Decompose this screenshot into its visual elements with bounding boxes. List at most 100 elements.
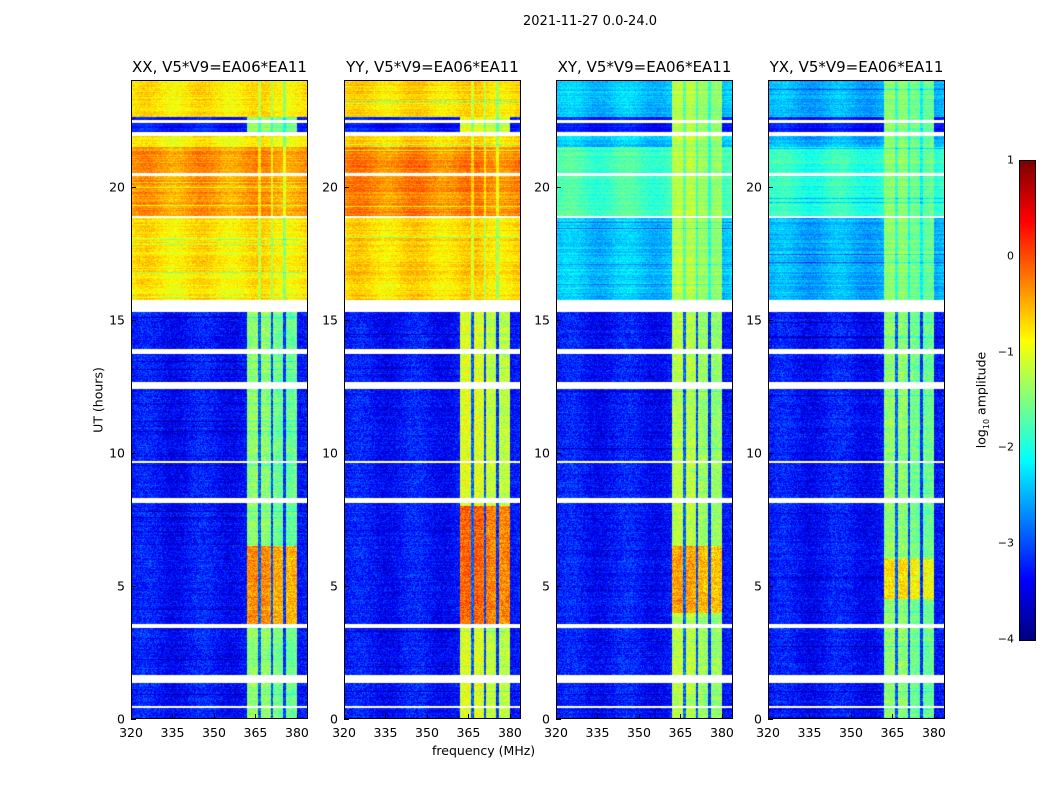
axes-frame <box>768 80 945 719</box>
x-tick-label: 320 <box>544 725 568 740</box>
panel-title: YX, V5*V9=EA06*EA11 <box>769 58 944 76</box>
y-tick-mark <box>131 719 136 720</box>
heatmap-2 <box>556 80 733 719</box>
x-tick-mark <box>344 714 345 719</box>
heatmap-3 <box>768 80 945 719</box>
x-tick-label: 380 <box>285 725 309 740</box>
panel-1: YY, V5*V9=EA06*EA11 320 335 350 365 380 0 5 10 15… <box>322 58 522 740</box>
axes-frame <box>131 80 308 719</box>
colorbar-label-subscript: 10 <box>981 418 991 430</box>
x-tick-label: 365 <box>456 725 481 740</box>
y-tick-mark <box>344 452 349 454</box>
y-tick-mark <box>131 319 136 321</box>
y-tick-label: 5 <box>754 578 762 594</box>
x-tick-label: 350 <box>839 725 863 740</box>
y-tick-label: 20 <box>746 179 762 194</box>
y-tick-label: 15 <box>322 312 338 328</box>
y-tick-mark <box>131 186 136 188</box>
y-tick-label: 10 <box>534 445 550 461</box>
axes-frame <box>556 80 733 719</box>
x-tick-mark <box>597 714 599 719</box>
panel-title: YY, V5*V9=EA06*EA11 <box>346 58 519 76</box>
heatmap-0 <box>131 80 308 719</box>
colorbar-tick-label: −2 <box>997 440 1014 454</box>
figure-title: 2021-11-27 0.0-24.0 <box>523 14 657 29</box>
x-tick-label: 380 <box>498 725 522 740</box>
y-tick-label: 10 <box>746 445 762 461</box>
y-tick-mark <box>556 719 561 720</box>
y-tick-mark <box>131 452 136 454</box>
x-axis-label: frequency (MHz) <box>432 743 536 758</box>
x-tick-mark <box>385 714 387 719</box>
panel-2: XY, V5*V9=EA06*EA11 320 335 350 365 380 0 5 10 15… <box>534 58 734 740</box>
x-tick-mark <box>768 714 769 719</box>
axes-frame <box>344 80 521 719</box>
heatmap-1 <box>344 80 521 719</box>
y-tick-mark <box>344 585 349 587</box>
x-tick-mark <box>556 714 557 719</box>
y-tick-label: 20 <box>109 179 125 194</box>
x-tick-label: 365 <box>880 725 905 740</box>
colorbar-tick-label: −1 <box>997 345 1014 359</box>
y-tick-mark <box>556 585 561 587</box>
x-tick-label: 350 <box>415 725 439 740</box>
y-tick-label: 5 <box>117 578 125 594</box>
x-tick-label: 335 <box>585 725 610 740</box>
x-tick-label: 350 <box>202 725 226 740</box>
y-tick-label: 0 <box>542 711 550 727</box>
x-tick-label: 350 <box>627 725 651 740</box>
x-tick-mark <box>933 714 935 719</box>
colorbar-tick-label: 1 <box>1007 153 1014 167</box>
x-tick-mark <box>172 714 174 719</box>
panel-3: YX, V5*V9=EA06*EA11 320 335 350 365 380 0 5 10 15… <box>746 58 946 740</box>
x-tick-label: 320 <box>119 725 143 740</box>
y-tick-mark <box>768 452 773 454</box>
y-tick-mark <box>556 452 561 454</box>
x-tick-mark <box>426 714 428 719</box>
colorbar-label-suffix: amplitude <box>973 351 989 419</box>
y-tick-mark <box>131 585 136 587</box>
x-tick-label: 365 <box>243 725 268 740</box>
panel-0: XX, V5*V9=EA06*EA11 320 335 350 365 380 0 5 10 15… <box>109 58 309 740</box>
x-tick-mark <box>680 714 682 719</box>
y-tick-label: 10 <box>109 445 125 461</box>
y-tick-mark <box>768 186 773 188</box>
y-tick-label: 5 <box>330 578 338 594</box>
x-tick-label: 380 <box>922 725 946 740</box>
y-axis-label: UT (hours) <box>90 367 106 433</box>
x-tick-mark <box>809 714 811 719</box>
colorbar-tick-label: 0 <box>1007 249 1014 263</box>
colorbar <box>1019 160 1036 641</box>
colorbar-tick-label: −3 <box>997 536 1014 550</box>
x-tick-mark <box>509 714 511 719</box>
y-tick-label: 20 <box>534 179 550 194</box>
panel-title: XY, V5*V9=EA06*EA11 <box>557 58 732 76</box>
y-tick-label: 15 <box>746 312 762 328</box>
y-tick-mark <box>344 719 349 720</box>
x-tick-mark <box>892 714 894 719</box>
x-tick-mark <box>131 714 132 719</box>
x-tick-mark <box>638 714 640 719</box>
y-tick-label: 20 <box>322 179 338 194</box>
x-tick-label: 335 <box>797 725 822 740</box>
x-tick-label: 335 <box>373 725 398 740</box>
y-tick-label: 0 <box>754 711 762 727</box>
x-tick-mark <box>850 714 852 719</box>
x-tick-label: 365 <box>668 725 693 740</box>
y-tick-mark <box>768 719 773 720</box>
y-tick-mark <box>344 186 349 188</box>
x-tick-label: 335 <box>160 725 185 740</box>
panel-title: XX, V5*V9=EA06*EA11 <box>132 58 307 76</box>
x-tick-label: 320 <box>756 725 780 740</box>
x-tick-mark <box>721 714 723 719</box>
y-tick-mark <box>556 319 561 321</box>
y-tick-label: 5 <box>542 578 550 594</box>
y-tick-label: 15 <box>534 312 550 328</box>
y-tick-mark <box>768 319 773 321</box>
colorbar-tick-label: −4 <box>997 632 1014 646</box>
x-tick-mark <box>296 714 298 719</box>
y-tick-mark <box>556 186 561 188</box>
x-tick-mark <box>468 714 470 719</box>
x-tick-mark <box>255 714 257 719</box>
